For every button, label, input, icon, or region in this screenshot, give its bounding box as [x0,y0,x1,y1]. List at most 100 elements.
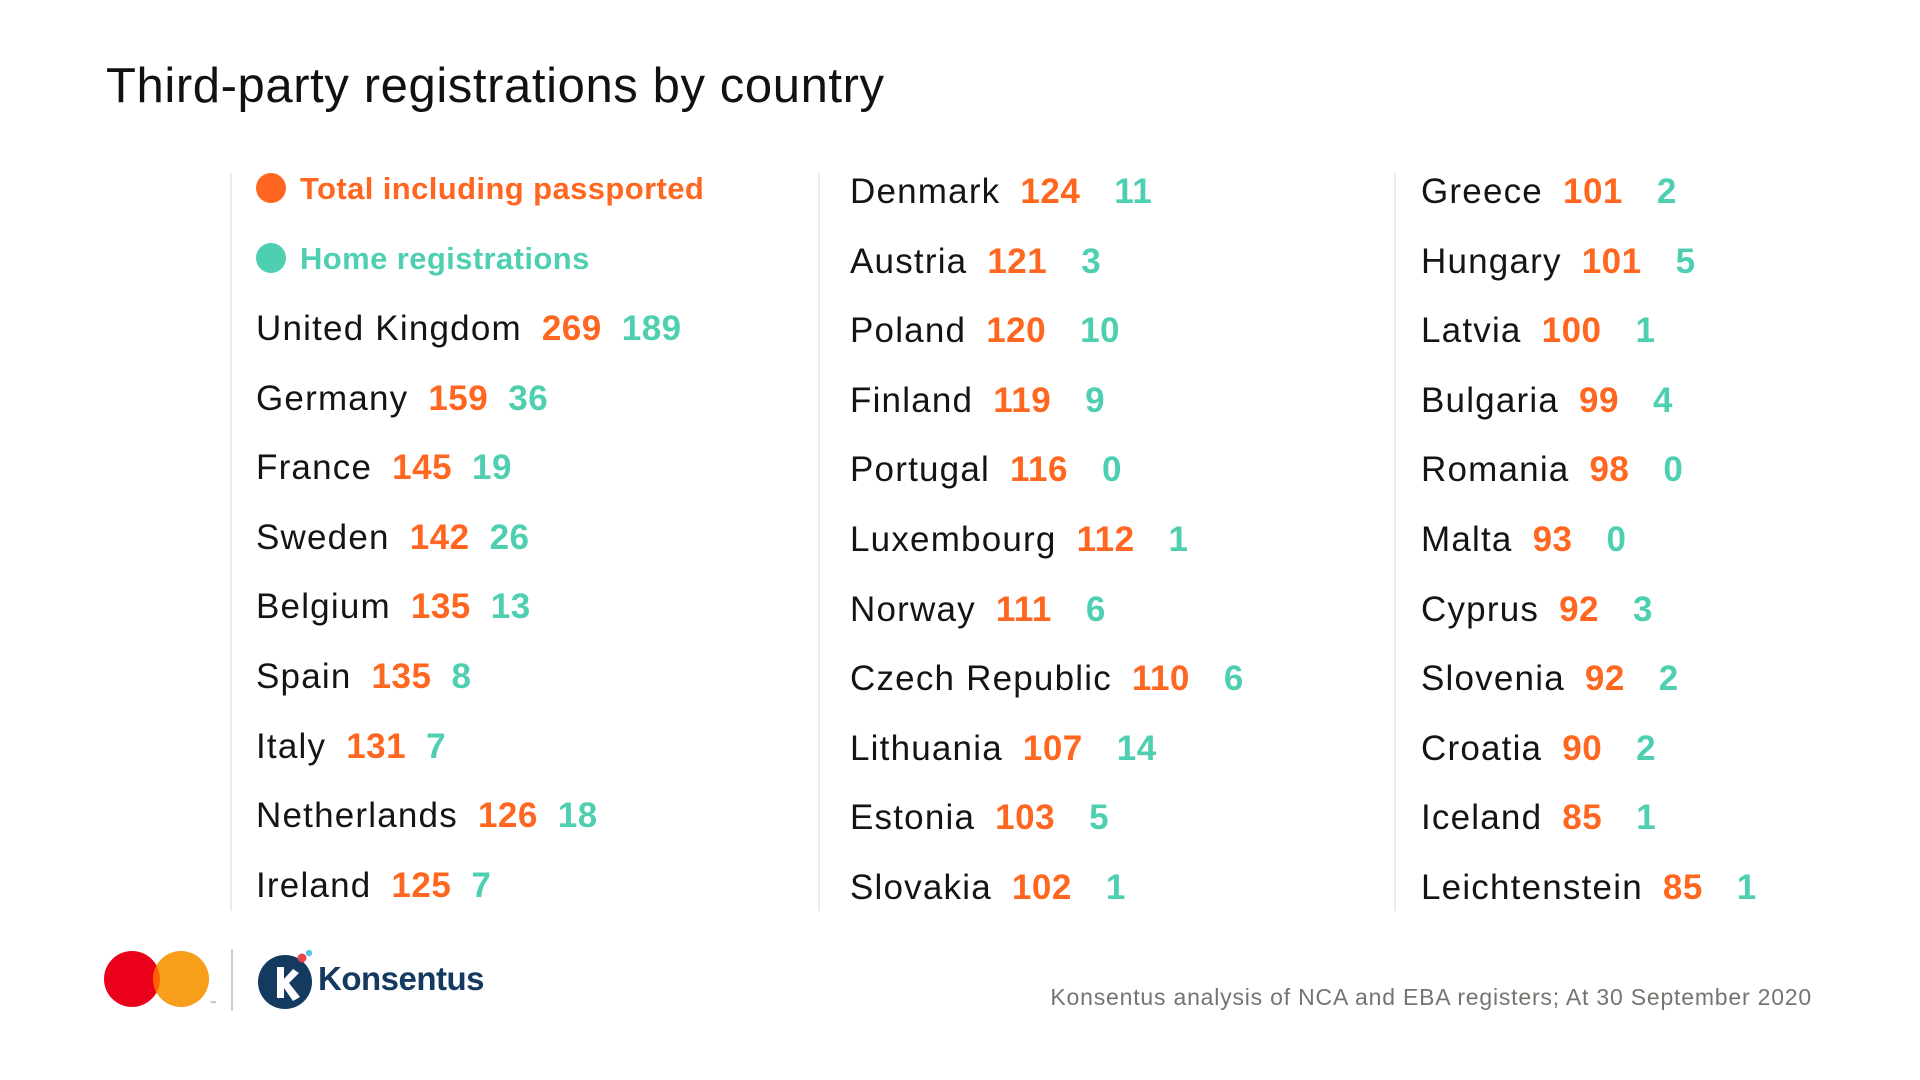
total-value: 98 [1589,450,1630,490]
country-name: Spain [256,657,352,696]
country-name: Slovakia [850,868,992,907]
country-row: Iceland 85 1 [1421,796,1656,840]
country-name: Iceland [1421,798,1543,838]
home-value: 7 [471,865,492,905]
home-value: 13 [490,587,531,627]
country-name: Czech Republic [850,659,1112,699]
total-value: 101 [1562,172,1623,211]
country-name: Cyprus [1421,589,1540,629]
country-name: Austria [850,241,968,281]
country-name: Netherlands [256,796,458,836]
home-value: 10 [1080,311,1121,351]
home-value: 1 [1635,311,1656,351]
total-value: 107 [1022,728,1083,768]
trademark-mark: ™ [210,1000,216,1007]
country-row: Malta 93 0 [1421,518,1627,562]
country-row: Italy 131 7 [256,725,446,769]
teal-dot-icon [256,242,286,273]
legend-label: Home registrations [300,241,590,276]
total-value: 142 [409,517,470,557]
country-row: Poland 120 10 [850,309,1120,353]
country-row: Bulgaria 99 4 [1421,379,1673,423]
mastercard-orange-circle [153,951,209,1007]
home-value: 1 [1736,868,1757,907]
home-value: 2 [1658,659,1679,699]
home-value: 6 [1223,659,1244,699]
home-value: 26 [489,517,530,557]
home-value: 4 [1652,380,1673,420]
country-name: Malta [1421,520,1513,559]
country-name: Romania [1421,450,1570,490]
country-row: Norway 111 6 [850,588,1106,632]
country-name: Luxembourg [850,520,1057,559]
home-value: 5 [1675,241,1696,281]
country-name: Norway [850,589,976,629]
country-name: Hungary [1421,241,1562,281]
total-value: 116 [1009,450,1068,490]
country-name: Germany [256,378,409,418]
total-value: 269 [541,309,602,348]
country-row: Slovakia 102 1 [850,866,1126,910]
country-name: Estonia [850,798,976,838]
country-row: Hungary 101 5 [1421,240,1696,284]
home-value: 18 [557,796,598,836]
mastercard-red-circle [104,951,160,1007]
country-row: Belgium 135 13 [256,585,531,629]
mastercard-logo: ™ [104,951,216,1007]
home-value: 7 [426,726,447,766]
orange-dot-icon [256,172,286,203]
total-value: 111 [995,589,1052,629]
total-value: 99 [1579,380,1619,420]
total-value: 121 [987,241,1048,281]
total-value: 85 [1562,798,1603,838]
home-value: 14 [1116,728,1157,768]
country-row: Leichtenstein 85 1 [1421,866,1757,910]
country-name: Italy [256,726,327,766]
mastercard-overlap [153,965,160,993]
country-name: Latvia [1421,311,1522,351]
country-row: Ireland 125 7 [256,864,491,908]
country-row: Slovenia 92 2 [1421,657,1679,701]
legend-item-total: Total including passported [256,169,704,209]
total-value: 135 [371,657,432,696]
total-value: 135 [410,587,471,627]
total-value: 125 [391,865,452,905]
total-value: 92 [1559,589,1599,629]
total-value: 126 [477,796,538,836]
home-value: 9 [1085,380,1106,420]
home-value: 5 [1089,798,1110,838]
country-row: Romania 98 0 [1421,448,1683,492]
country-name: United Kingdom [256,309,522,348]
country-row: Luxembourg 112 1 [850,518,1189,562]
country-name: Croatia [1421,728,1543,768]
home-value: 19 [472,448,512,488]
home-value: 1 [1636,798,1657,838]
country-row: Denmark 124 11 [850,170,1152,214]
country-name: Poland [850,311,967,351]
country-name: Belgium [256,587,391,627]
country-name: Slovenia [1421,659,1565,699]
konsentus-logo-icon [258,949,313,1009]
country-row: France 145 19 [256,446,512,490]
total-value: 145 [392,448,453,488]
country-row: Croatia 90 2 [1421,727,1656,771]
logo-divider [231,949,233,1011]
country-name: Denmark [850,172,1001,211]
home-value: 2 [1636,728,1657,768]
country-row: Cyprus 92 3 [1421,588,1653,632]
country-name: Sweden [256,517,390,557]
home-value: 0 [1663,450,1684,490]
total-value: 159 [428,378,489,418]
total-value: 119 [993,380,1052,420]
total-value: 102 [1011,868,1072,907]
home-value: 0 [1101,450,1122,490]
page-title: Third-party registrations by country [106,59,885,113]
home-value: 1 [1105,868,1126,907]
legend-item-home: Home registrations [256,239,590,279]
country-row: Spain 135 8 [256,655,471,699]
country-name: Finland [850,380,974,420]
home-value: 189 [621,309,682,348]
home-value: 3 [1081,241,1102,281]
home-value: 6 [1085,589,1106,629]
home-value: 0 [1606,520,1627,559]
